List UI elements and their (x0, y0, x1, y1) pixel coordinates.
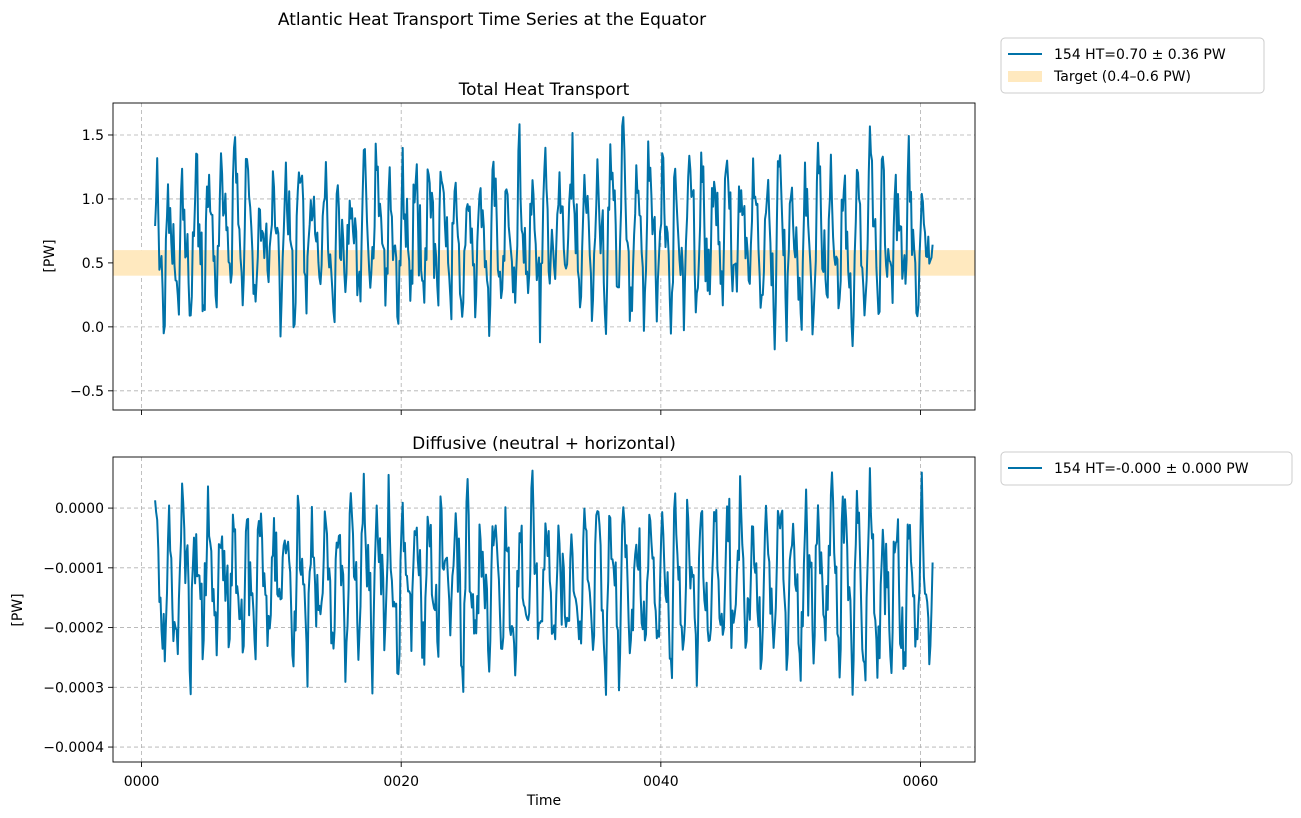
panel-2-frame (112, 456, 976, 763)
legend-1-band-label: Target (0.4–0.6 PW) (1053, 69, 1191, 85)
y-tick-label: −0.0001 (43, 561, 104, 577)
panel-1-x-axis (141, 410, 921, 415)
legend-1-series-label: 154 HT=0.70 ± 0.36 PW (1054, 47, 1226, 63)
y-tick-label: −0.0003 (43, 680, 104, 696)
legend-1-band-swatch (1008, 71, 1042, 82)
y-tick-label: 0.5 (82, 256, 104, 272)
figure-suptitle: Atlantic Heat Transport Time Series at t… (278, 10, 706, 30)
y-tick-label: 1.0 (82, 192, 104, 208)
x-tick-label: 0020 (383, 774, 419, 790)
y-tick-label: −0.0004 (43, 740, 104, 756)
panel-1-y-axis-label: [PW] (42, 239, 58, 272)
panel-1-frame (112, 102, 976, 411)
panel-2-title: Diffusive (neutral + horizontal) (412, 434, 676, 454)
y-tick-label: −0.5 (70, 384, 104, 400)
legend-panel-1: 154 HT=0.70 ± 0.36 PW Target (0.4–0.6 PW… (1000, 37, 1265, 94)
y-tick-label: 1.5 (82, 128, 104, 144)
panel-1-title: Total Heat Transport (458, 80, 630, 100)
panel-1-y-axis: 1.5 1.0 0.5 0.0 −0.5 (70, 128, 113, 400)
y-tick-label: −0.0002 (43, 621, 104, 637)
legend-panel-2: 154 HT=-0.000 ± 0.000 PW (1000, 451, 1293, 486)
legend-1-frame (1000, 37, 1265, 94)
legend-2-frame (1000, 451, 1293, 486)
panel-2-x-axis: 0000 0020 0040 0060 (124, 762, 939, 790)
panel-2-y-axis: 0.0000 −0.0001 −0.0002 −0.0003 −0.0004 (43, 501, 113, 756)
panel-2-x-axis-label: Time (526, 793, 561, 809)
series-line-total-heat-transport (154, 116, 934, 351)
x-tick-label: 0000 (124, 774, 160, 790)
y-tick-label: 0.0000 (55, 501, 104, 517)
legend-2-series-label: 154 HT=-0.000 ± 0.000 PW (1054, 461, 1249, 477)
y-tick-label: 0.0 (82, 320, 104, 336)
panel-diffusive: Diffusive (neutral + horizontal) 0.0000 −… (10, 434, 976, 809)
x-tick-label: 0040 (643, 774, 679, 790)
panel-total-heat-transport: Total Heat Transport 1.5 1.0 0.5 0.0 −0.5 [P… (42, 80, 976, 415)
x-tick-label: 0060 (903, 774, 939, 790)
series-line-diffusive (154, 467, 934, 696)
panel-2-y-axis-label: [PW] (10, 593, 26, 626)
